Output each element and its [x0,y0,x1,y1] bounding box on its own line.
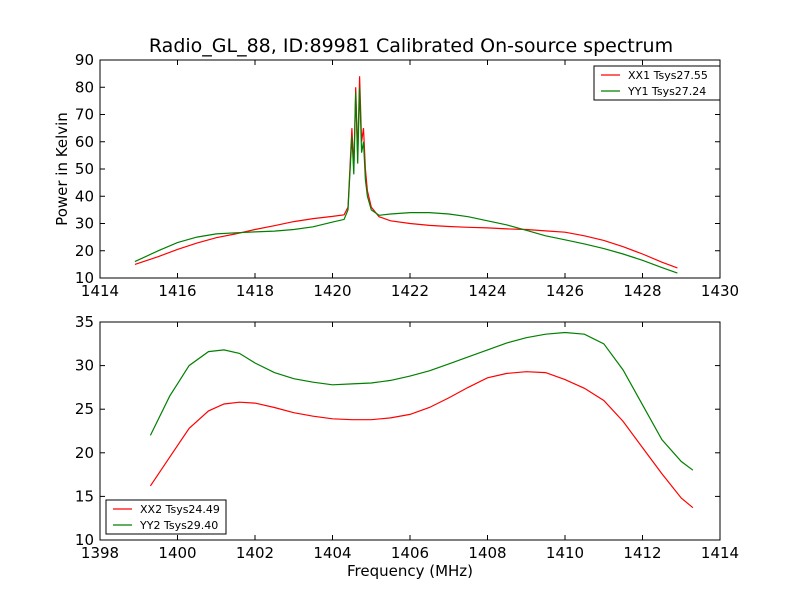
x-tick-label: 1414 [701,544,739,562]
legend-entry: YY2 Tsys29.40 [139,519,218,532]
x-tick-label: 1404 [313,544,351,562]
series-line-xx2 [149,371,694,509]
x-tick-label: 1430 [701,282,739,300]
y-tick-label: 35 [75,313,94,331]
y-tick-label: 20 [75,242,94,260]
x-tick-label: 1424 [468,282,506,300]
y-tick-label: 80 [75,78,94,96]
x-tick-label: 1408 [468,544,506,562]
y-tick-label: 20 [75,444,94,462]
legend-box [105,499,227,535]
y-tick-label: 10 [75,269,94,287]
y-tick-label: 25 [75,400,94,418]
figure-title: Radio_GL_88, ID:89981 Calibrated On-sour… [149,35,673,57]
series-line-yy1 [134,87,678,274]
x-tick-label: 1420 [313,282,351,300]
x-tick-label: 1414 [81,282,119,300]
y-axis-label: Power in Kelvin [53,112,71,226]
y-tick-label: 30 [75,215,94,233]
x-tick-label: 1426 [546,282,584,300]
series-line-xx1 [134,76,678,269]
y-tick-label: 30 [75,357,94,375]
x-tick-label: 1428 [623,282,661,300]
x-tick-label: 1402 [236,544,274,562]
x-tick-label: 1400 [158,544,196,562]
legend-entry: XX1 Tsys27.55 [628,69,708,82]
legend-box [593,65,721,101]
y-tick-label: 60 [75,133,94,151]
y-tick-label: 70 [75,106,94,124]
y-tick-label: 40 [75,187,94,205]
y-tick-label: 15 [75,487,94,505]
x-axis-label: Frequency (MHz) [347,562,473,580]
legend-entry: YY1 Tsys27.24 [627,85,706,98]
x-tick-label: 1418 [236,282,274,300]
x-tick-label: 1410 [546,544,584,562]
y-tick-label: 10 [75,531,94,549]
x-tick-label: 1398 [81,544,119,562]
x-tick-label: 1422 [391,282,429,300]
x-tick-label: 1412 [623,544,661,562]
legend: XX1 Tsys27.55 YY1 Tsys27.24 [593,65,721,101]
x-tick-label: 1406 [391,544,429,562]
legend: XX2 Tsys24.49 YY2 Tsys29.40 [105,499,227,535]
bottom-spectrum-panel: 1398 1400 1402 1404 1406 1408 1410 1412 1414 10 15… [75,313,739,580]
top-spectrum-panel: 1414 1416 1418 1420 1422 1424 1426 1428 1430 10 20… [53,51,739,300]
y-tick-label: 90 [75,51,94,69]
legend-entry: XX2 Tsys24.49 [140,503,220,516]
y-tick-label: 50 [75,160,94,178]
x-tick-label: 1416 [158,282,196,300]
series-line-yy2 [149,331,694,471]
